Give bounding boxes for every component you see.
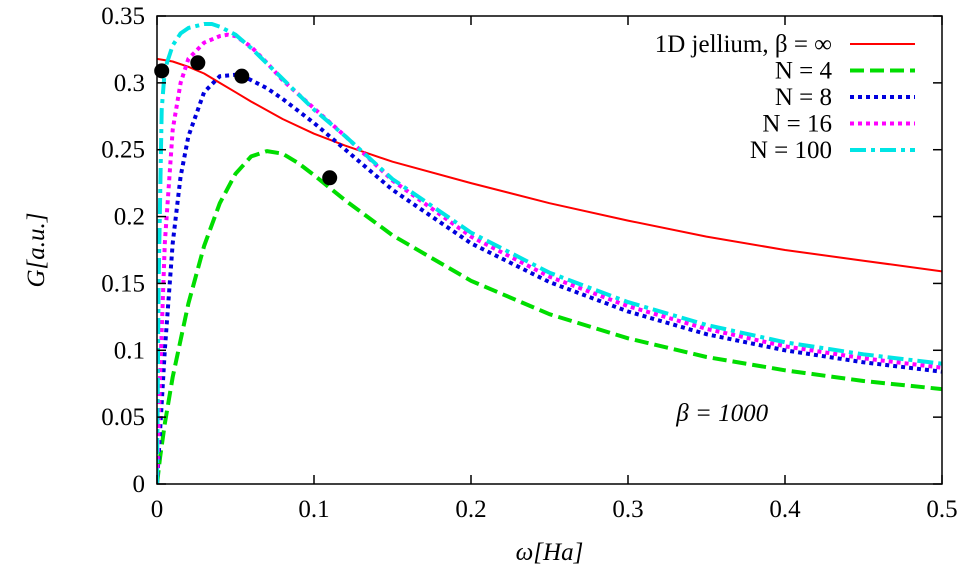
beta-annotation: β = 1000	[675, 400, 768, 427]
legend-label: 1D jellium, β = ∞	[655, 31, 832, 58]
plot-frame	[156, 15, 943, 485]
y-axis: 0 0.05 0.1 0.15 0.2 0.25 0.3 0.35	[101, 3, 942, 498]
data-marker	[322, 170, 338, 186]
x-tick-label: 0	[151, 496, 164, 523]
x-tick-label: 0.5	[926, 496, 957, 523]
x-axis-title: ω[Ha]	[516, 539, 584, 566]
y-axis-title: G[a.u.]	[23, 212, 50, 287]
series-line-1	[157, 149, 942, 484]
x-axis: 0 0.1 0.2 0.3 0.4 0.5	[151, 16, 958, 523]
plot-area	[154, 22, 942, 484]
legend: 1D jellium, β = ∞N = 4N = 8N = 16N = 100	[655, 31, 915, 164]
x-tick-label: 0.2	[455, 496, 486, 523]
data-marker	[154, 63, 170, 79]
legend-label: N = 16	[762, 111, 832, 138]
series-line-0	[157, 57, 942, 273]
y-tick-label: 0.35	[101, 3, 145, 30]
y-tick-label: 0.1	[114, 337, 145, 364]
series-line-3	[157, 32, 942, 484]
y-tick-label: 0.15	[101, 270, 145, 297]
x-tick-label: 0.1	[298, 496, 329, 523]
y-tick-label: 0.05	[101, 404, 145, 431]
y-tick-label: 0.2	[114, 204, 145, 231]
x-tick-label: 0.3	[612, 496, 643, 523]
data-marker	[234, 68, 250, 84]
legend-label: N = 100	[750, 137, 832, 164]
y-tick-label: 0.25	[101, 137, 145, 164]
series-group	[157, 22, 942, 484]
legend-label: N = 8	[775, 84, 832, 111]
data-marker	[190, 55, 206, 71]
legend-label: N = 4	[775, 58, 833, 85]
series-line-4	[157, 22, 942, 484]
y-tick-label: 0	[133, 471, 146, 498]
y-tick-label: 0.3	[114, 70, 145, 97]
x-tick-label: 0.4	[769, 496, 801, 523]
